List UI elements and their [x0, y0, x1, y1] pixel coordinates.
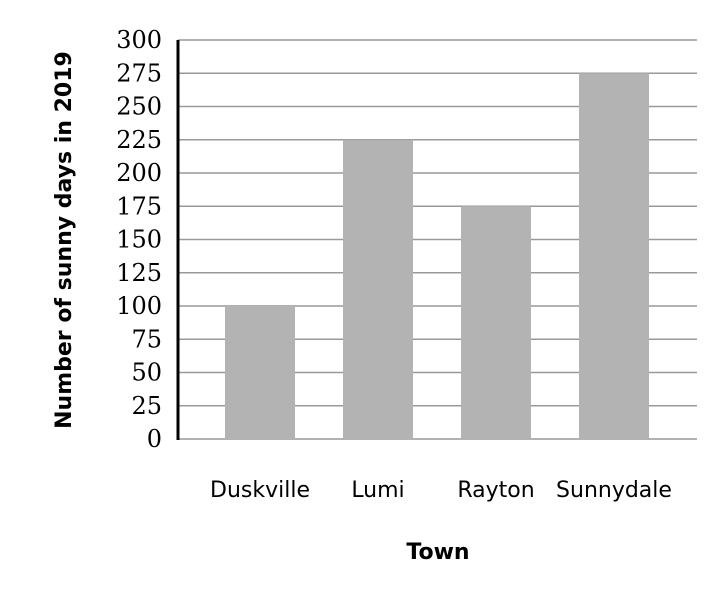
y-tick-label-50: 50 — [131, 359, 162, 387]
x-category-label-duskville: Duskville — [210, 478, 310, 503]
y-tick-label-150: 150 — [116, 226, 162, 254]
y-tick-label-300: 300 — [116, 26, 162, 54]
bar-sunnydale — [579, 73, 649, 439]
y-tick-label-175: 175 — [116, 192, 162, 220]
y-tick-label-0: 0 — [147, 425, 162, 453]
x-category-labels: Duskville Lumi Rayton Sunnydale — [210, 478, 672, 503]
y-tick-label-200: 200 — [116, 159, 162, 187]
x-category-label-lumi: Lumi — [351, 478, 404, 503]
y-tick-label-100: 100 — [116, 292, 162, 320]
bar-lumi — [343, 139, 413, 439]
bar-duskville — [225, 306, 295, 439]
y-tick-label-225: 225 — [116, 126, 162, 154]
x-axis-title: Town — [406, 540, 469, 565]
y-tick-labels: 0 25 50 75 100 125 150 175 200 225 250 275 300 — [116, 26, 162, 453]
y-tick-label-125: 125 — [116, 259, 162, 287]
y-tick-label-250: 250 — [116, 93, 162, 121]
y-tick-label-25: 25 — [131, 392, 162, 420]
y-tick-label-75: 75 — [131, 325, 162, 353]
x-category-label-sunnydale: Sunnydale — [556, 478, 672, 503]
bar-rayton — [461, 206, 531, 439]
y-tick-label-275: 275 — [116, 59, 162, 87]
bars — [225, 73, 649, 439]
x-category-label-rayton: Rayton — [457, 478, 534, 503]
y-axis-title: Number of sunny days in 2019 — [52, 51, 77, 429]
